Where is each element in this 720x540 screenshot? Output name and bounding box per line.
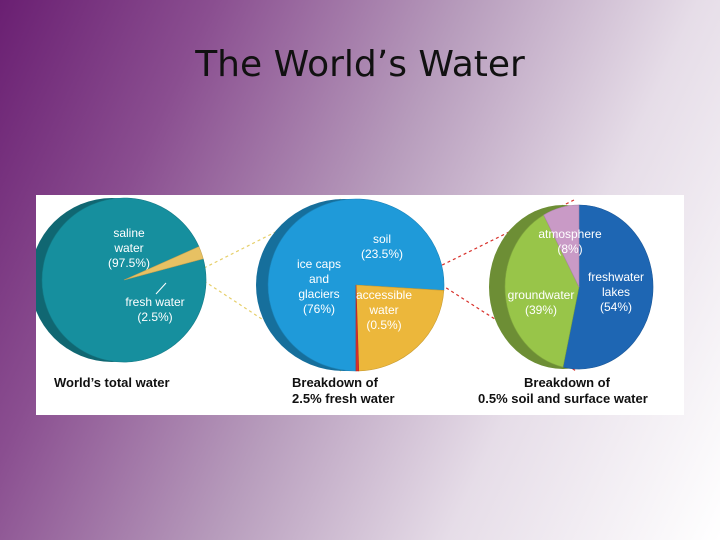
pie1-slice-1: [123, 246, 204, 281]
pie1-caption: World’s total water: [54, 375, 170, 390]
pie3-label-lakes: freshwater lakes (54%): [588, 270, 644, 314]
water-figure: saline water (97.5%) fresh water (2.5%) ice c…: [36, 195, 684, 415]
pie2-caption-line2: 2.5% fresh water: [292, 391, 395, 406]
pie3-label-groundwater: groundwater (39%): [508, 288, 575, 317]
pie1-label-saline: saline water (97.5%): [108, 226, 150, 270]
pie3-caption: Breakdown of 0.5% soil and surface water: [478, 375, 648, 407]
pie3-slice-0: [562, 204, 654, 370]
pie1-label-pointer: [155, 282, 167, 295]
pie2-caption: Breakdown of 2.5% fresh water: [292, 375, 395, 407]
pie1-label-fresh: fresh water (2.5%): [125, 295, 184, 324]
pie3-caption-line2: 0.5% soil and surface water: [478, 391, 648, 406]
pie2-label-accessible: accessible water (0.5%): [356, 288, 412, 332]
pie3-slice-2: [543, 204, 580, 288]
pie2-slice-1: [355, 284, 445, 372]
pie-charts-svg: saline water (97.5%) fresh water (2.5%) ice c…: [36, 197, 654, 372]
pie3-label-atmosphere: atmosphere (8%): [538, 227, 602, 256]
pie2-caption-line1: Breakdown of: [292, 375, 378, 390]
slide-title: The World’s Water: [195, 44, 525, 85]
pie3-caption-line1: Breakdown of: [524, 375, 610, 390]
pie2-slice-2: [355, 284, 360, 372]
pie2-label-soil: soil (23.5%): [361, 232, 403, 261]
pie3-slice-1: [504, 214, 580, 368]
pie2-label-ice: ice caps and glaciers (76%): [297, 257, 341, 316]
